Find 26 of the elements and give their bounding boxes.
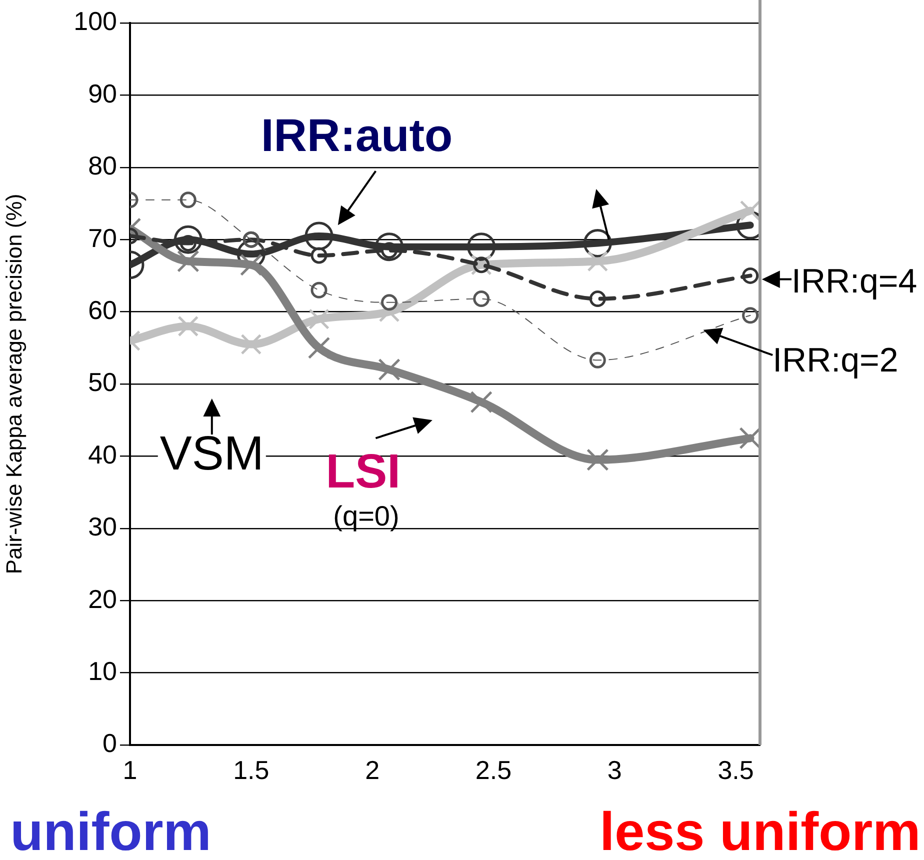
x-tick-label: 3.5 — [718, 754, 754, 785]
annotation: (q=0) — [333, 500, 400, 532]
text: less uniform — [600, 802, 921, 860]
y-tick-label: 70 — [88, 222, 117, 253]
text: uniform — [10, 802, 212, 860]
y-tick-label: 10 — [88, 656, 117, 686]
x-tick-label: 2.5 — [475, 754, 512, 785]
x-tick-label: 1.5 — [233, 754, 270, 785]
x-tick-label: 1 — [122, 754, 138, 785]
y-tick-label: 100 — [74, 6, 117, 36]
series-label: LSI — [326, 445, 400, 498]
y-tick-label: 40 — [88, 439, 117, 470]
y-axis-title: Pair-wise Kappa average precision (%) — [1, 194, 26, 574]
y-tick-label: 30 — [88, 512, 117, 542]
y-tick-label: 60 — [88, 294, 117, 325]
x-tick-label: 2 — [365, 754, 380, 785]
y-tick-label: 20 — [88, 584, 117, 614]
series-label: IRR:q=2 — [772, 342, 898, 380]
series-label: IRR:auto — [260, 109, 453, 162]
x-tick-label: 3 — [607, 754, 622, 785]
series-label: IRR:q=4 — [792, 262, 918, 300]
y-tick-label: 0 — [102, 728, 117, 758]
y-tick-label: 80 — [88, 150, 117, 181]
y-tick-label: 50 — [88, 367, 117, 398]
series-label: VSM — [160, 427, 264, 480]
y-tick-label: 90 — [88, 78, 117, 108]
